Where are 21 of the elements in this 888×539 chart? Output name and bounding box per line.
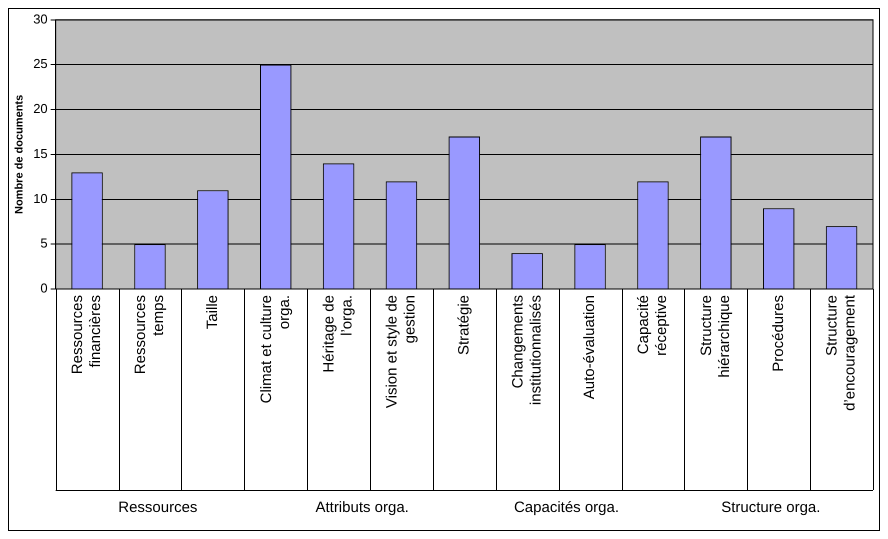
x-tick-label: Héritage de l’orga. bbox=[320, 295, 356, 373]
x-tick-label: Stratégie bbox=[455, 295, 472, 356]
y-tick-label: 5 bbox=[40, 236, 48, 251]
y-tick-label: 30 bbox=[33, 11, 48, 26]
x-tick-label: Climat et culture orga. bbox=[258, 295, 293, 404]
x-tick-label: Auto-évaluation bbox=[581, 295, 598, 400]
y-tick-label: 20 bbox=[33, 101, 48, 116]
x-tick-label: Capacité réceptive bbox=[635, 295, 670, 356]
text: Capacités orga. bbox=[514, 499, 620, 516]
x-tick-label: Taille bbox=[204, 295, 221, 330]
y-tick-label: 10 bbox=[33, 190, 48, 206]
y-tick-label: 25 bbox=[33, 56, 48, 72]
x-tick-label: Ressources financières bbox=[69, 295, 104, 374]
x-tick-label: Ressources temps bbox=[132, 295, 168, 374]
y-axis-title: Nombre de documents bbox=[14, 94, 26, 214]
text: Ressources bbox=[118, 499, 198, 516]
text: Attributs orga. bbox=[315, 499, 409, 516]
y-tick-label: 15 bbox=[33, 146, 48, 161]
x-tick-label: Procédures bbox=[770, 295, 787, 372]
y-tick-label: 0 bbox=[40, 280, 48, 296]
text: Structure orga. bbox=[721, 499, 820, 516]
